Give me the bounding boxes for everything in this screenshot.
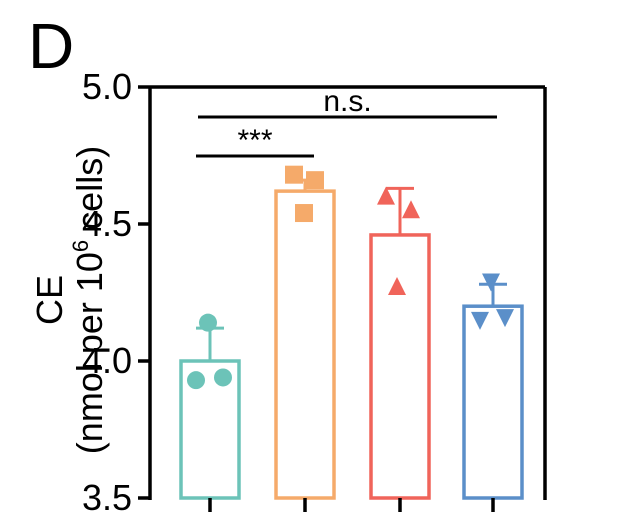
bar-group-2 — [274, 165, 336, 512]
y-tick-label: 3.5 — [82, 477, 132, 518]
data-point — [214, 368, 232, 387]
data-point — [295, 204, 313, 223]
significance-label: *** — [237, 124, 272, 157]
data-point — [471, 311, 489, 330]
data-point — [187, 371, 205, 390]
y-tick-label: 5.0 — [82, 66, 132, 107]
bar — [462, 304, 524, 500]
bar-group-4 — [462, 273, 524, 512]
bar — [369, 233, 431, 500]
data-point — [199, 313, 217, 332]
data-point — [482, 273, 500, 292]
data-point — [496, 309, 514, 328]
data-point — [306, 171, 324, 190]
y-axis-label-line1: CE — [29, 275, 70, 325]
y-axis-label: CE (nmol per 106 cells) — [29, 146, 110, 454]
data-point — [402, 200, 420, 219]
y-tick-label: 4.5 — [82, 203, 132, 244]
bar — [274, 189, 336, 500]
bars — [179, 165, 524, 512]
data-point — [285, 165, 303, 184]
y-ticks: 3.5 4.0 4.5 5.0 — [82, 66, 150, 518]
panel-label: D — [28, 10, 74, 82]
y-axis-label-line2: (nmol per 106 cells) — [68, 146, 110, 454]
significance-brackets: n.s. *** — [196, 85, 497, 158]
y-tick-label: 4.0 — [82, 340, 132, 381]
bar-group-3 — [369, 186, 431, 512]
data-point — [388, 277, 406, 296]
bar-group-1 — [179, 313, 241, 512]
data-point — [377, 186, 395, 205]
significance-label: n.s. — [323, 85, 371, 118]
